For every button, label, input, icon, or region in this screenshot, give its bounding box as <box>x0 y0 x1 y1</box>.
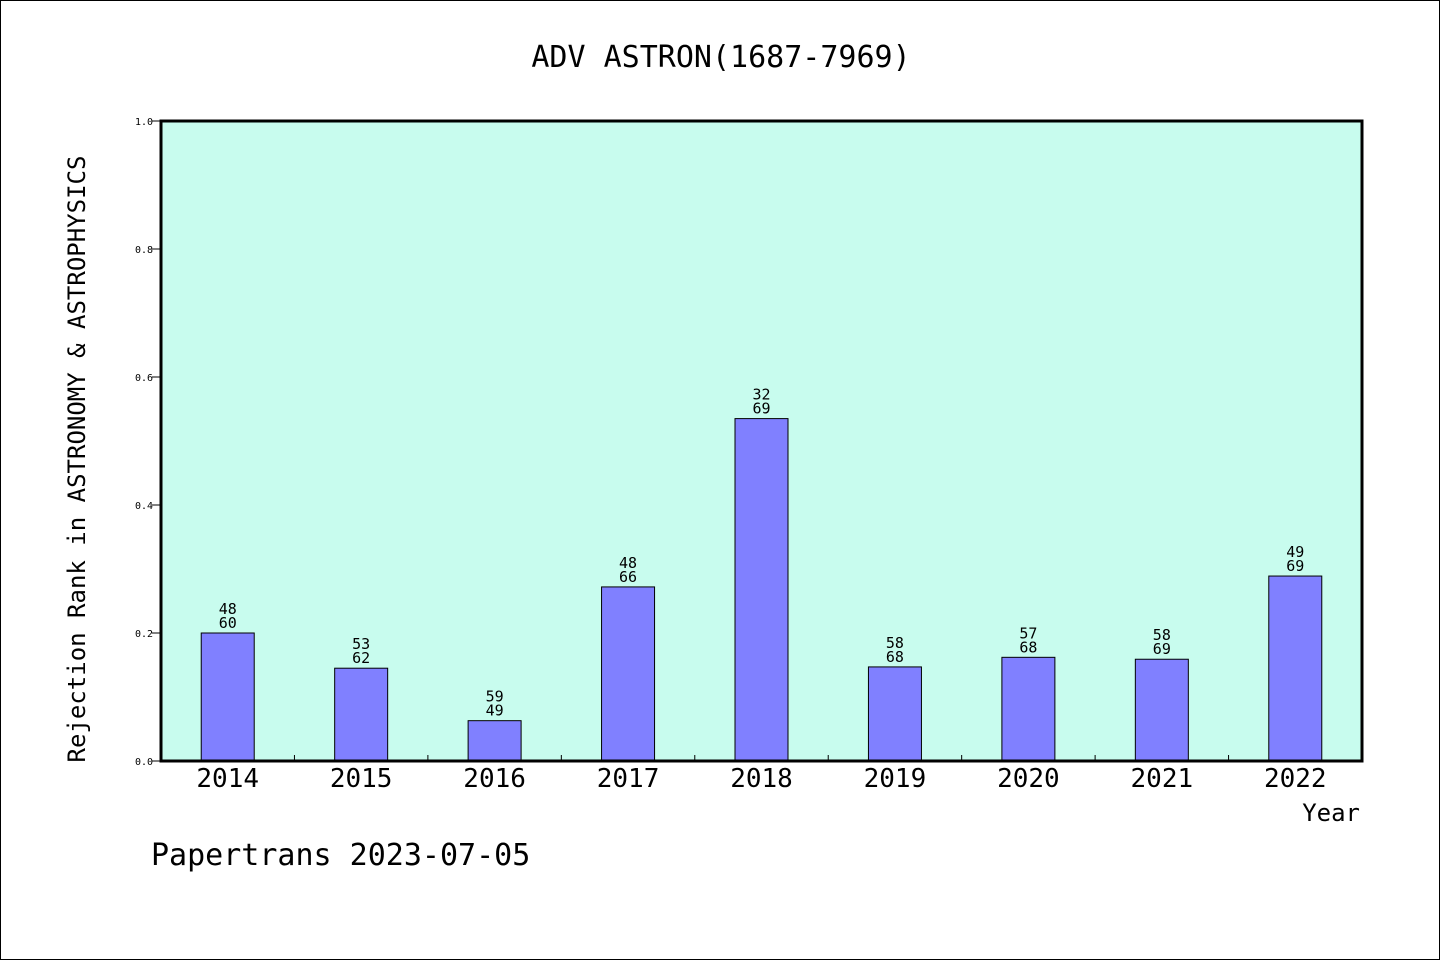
x-tick-label: 2018 <box>730 764 793 794</box>
bar-2016 <box>467 720 522 762</box>
bar-label-top: 58 <box>886 634 904 652</box>
x-axis: 2014 2015 2016 2017 2018 2019 2020 2021 2022 <box>196 755 1327 794</box>
bar-label-top: 53 <box>352 635 370 653</box>
x-tick-label: 2021 <box>1131 764 1194 794</box>
plot-border <box>159 119 1364 763</box>
bar-2022 <box>1268 575 1323 762</box>
y-tick-label: 1.0 <box>135 117 153 128</box>
bar-2020 <box>1001 656 1056 762</box>
bars-group <box>200 418 1323 762</box>
bar-label-bottom: 68 <box>886 648 904 666</box>
bar-label-bottom: 60 <box>219 614 237 632</box>
bar-label-bottom: 69 <box>1286 557 1304 575</box>
y-axis-label: Rejection Rank in ASTRONOMY & ASTROPHYSI… <box>63 156 91 763</box>
y-tick-label: 0.8 <box>135 245 153 256</box>
footer-text: Papertrans 2023-07-05 <box>151 838 530 873</box>
bar-label-top: 59 <box>486 688 504 706</box>
y-tick-label: 0.2 <box>135 629 153 640</box>
bar-2017 <box>601 586 656 762</box>
bar-2018 <box>734 418 789 762</box>
bar-label-bottom: 68 <box>1019 638 1037 656</box>
bar-label-top: 32 <box>752 386 770 404</box>
x-tick-label: 2019 <box>864 764 927 794</box>
bar-2014 <box>200 632 255 762</box>
x-tick-label: 2020 <box>997 764 1060 794</box>
x-axis-label: Year <box>1302 799 1360 827</box>
bar-label-top: 48 <box>619 554 637 572</box>
y-tick-label: 0.4 <box>135 501 153 512</box>
x-tick-label: 2016 <box>463 764 526 794</box>
bar-label-top: 58 <box>1153 626 1171 644</box>
y-tick-label: 0.0 <box>135 757 153 768</box>
bar-label-bottom: 66 <box>619 568 637 586</box>
x-tick-label: 2014 <box>196 764 259 794</box>
x-tick-label: 2015 <box>330 764 393 794</box>
bar-label-bottom: 62 <box>352 649 370 667</box>
x-tick-label: 2017 <box>597 764 660 794</box>
bar-label-bottom: 69 <box>1153 640 1171 658</box>
bar-2015 <box>334 667 389 762</box>
x-tick-label: 2022 <box>1264 764 1327 794</box>
bar-2021 <box>1134 658 1189 762</box>
y-axis: 0.0 0.2 0.4 0.6 0.8 1.0 <box>135 117 161 768</box>
bar-label-top: 48 <box>219 600 237 618</box>
bar-label-top: 49 <box>1286 543 1304 561</box>
y-tick-label: 0.6 <box>135 373 153 384</box>
bar-label-bottom: 69 <box>752 400 770 418</box>
bar-label-top: 57 <box>1019 624 1037 642</box>
bar-label-bottom: 49 <box>486 702 504 720</box>
chart-title: ADV ASTRON(1687-7969) <box>531 40 910 75</box>
bar-2019 <box>867 666 922 762</box>
